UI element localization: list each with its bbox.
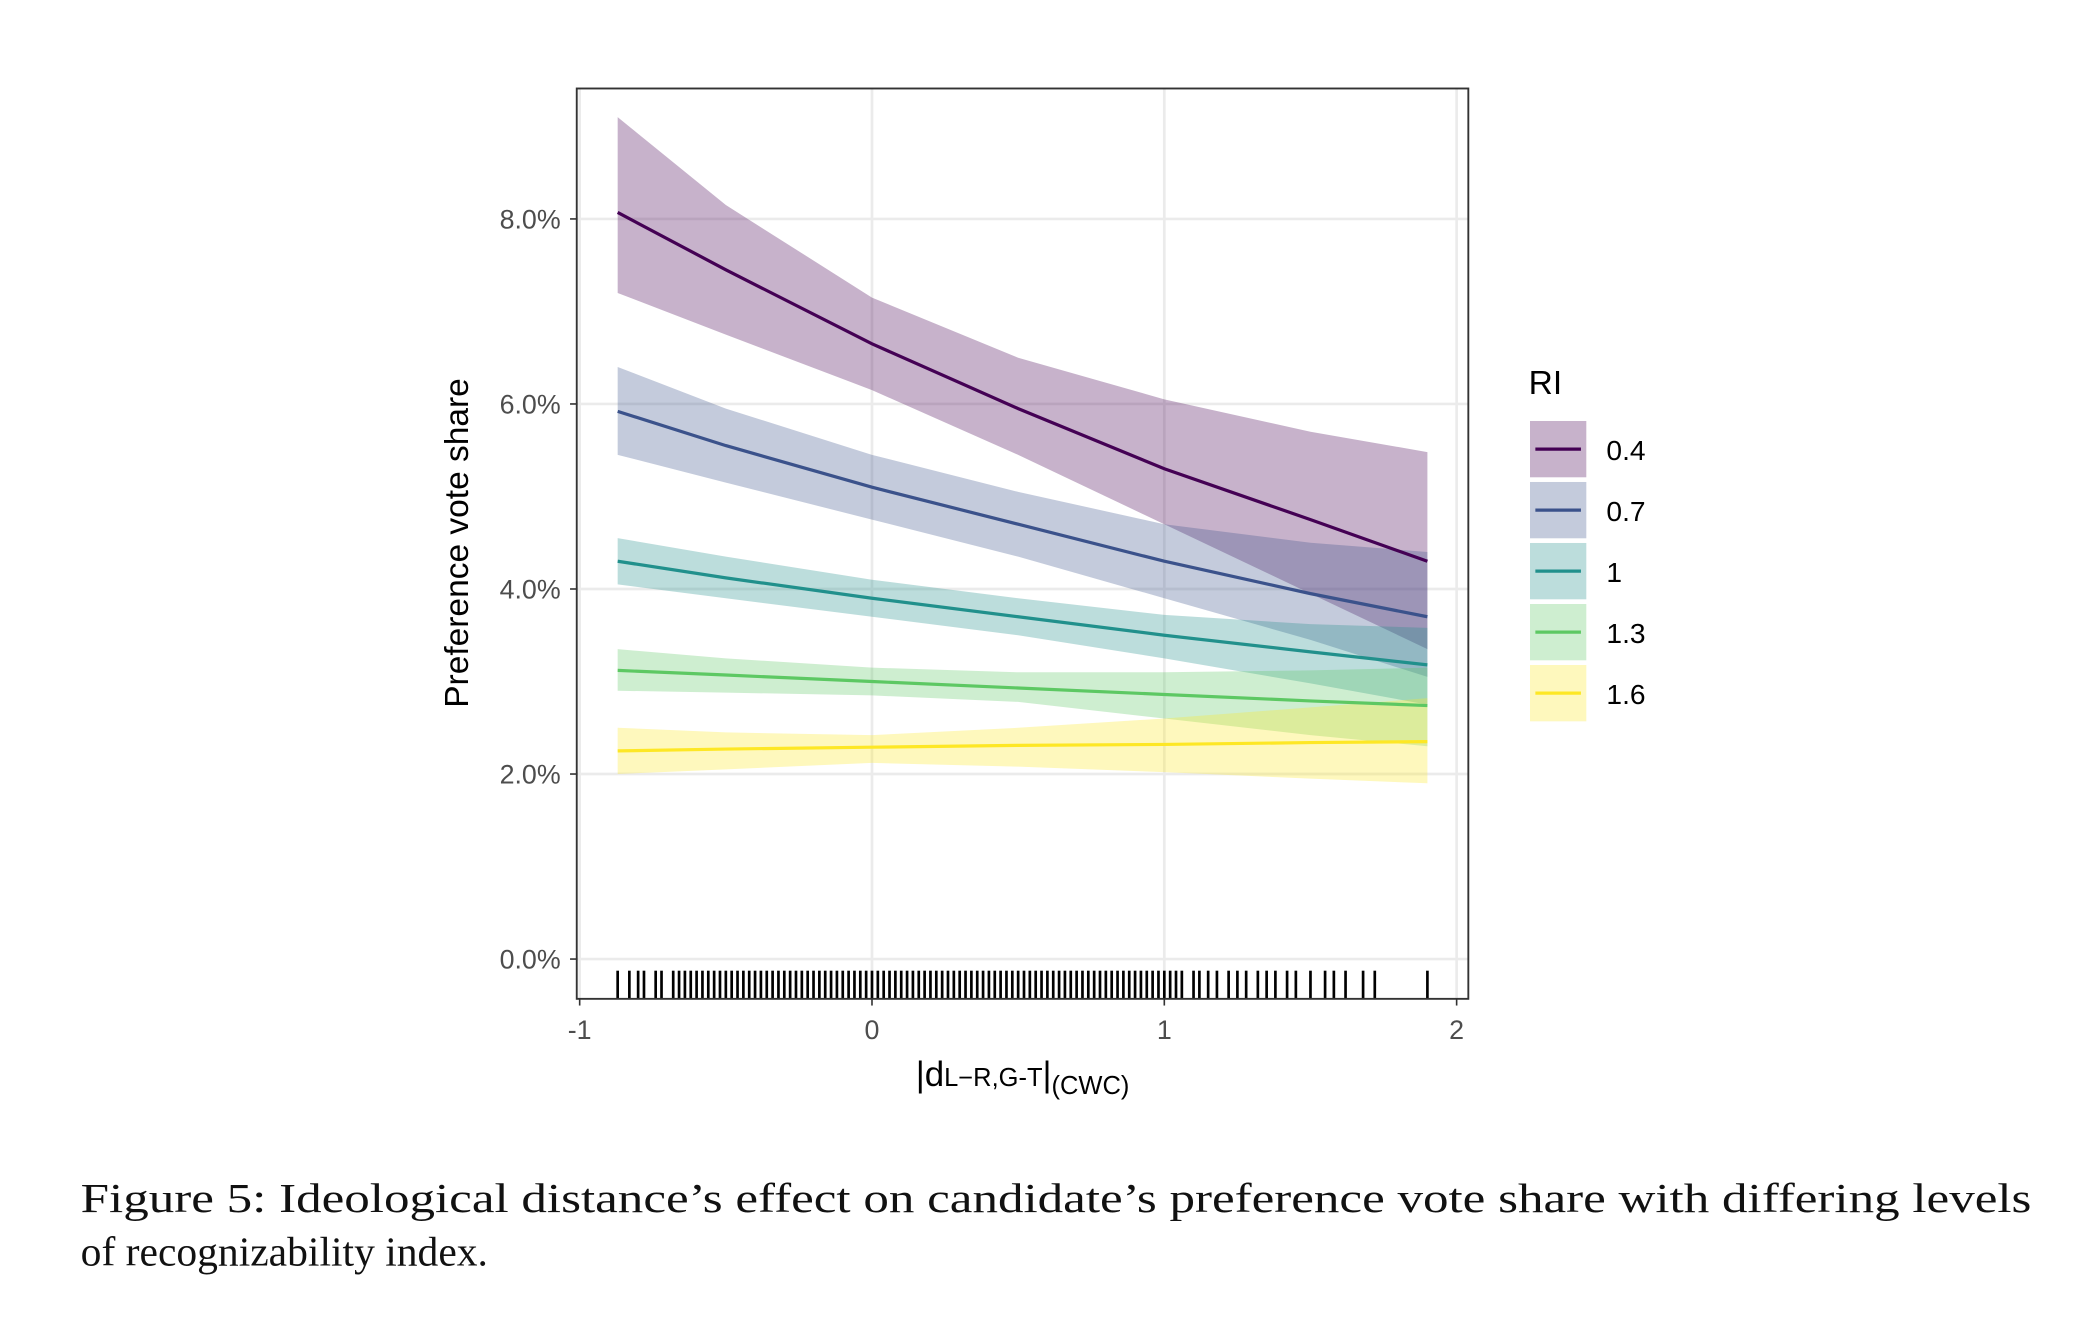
- caption: Figure 5: Ideological distance’s effect …: [81, 1175, 2032, 1221]
- panel: [576, 88, 1469, 999]
- x-axis-title-part: (CWC): [1052, 1072, 1130, 1100]
- y-axis-title: Preference vote share: [439, 378, 476, 708]
- legend-label: 1.3: [1606, 618, 1645, 649]
- legend-title: RI: [1529, 365, 1563, 402]
- legend-label: 1: [1606, 557, 1622, 588]
- y-tick-label: 2.0%: [500, 759, 561, 789]
- legend-label: 0.7: [1606, 496, 1645, 527]
- confidence-band: [617, 538, 1428, 705]
- legend-label: 0.4: [1606, 435, 1645, 466]
- x-axis-title-part: L−R,G-T: [944, 1064, 1042, 1092]
- confidence-band: [617, 366, 1428, 677]
- line: [617, 740, 1428, 753]
- x-axis-title-part: |: [1043, 1055, 1052, 1094]
- line: [617, 559, 1428, 667]
- y-tick-label: 6.0%: [500, 389, 561, 419]
- legend-label: 1.6: [1606, 679, 1645, 710]
- confidence-band: [617, 649, 1428, 747]
- line: [617, 668, 1428, 708]
- panel-border: [575, 87, 1470, 1000]
- x-tick-label: 0: [865, 1015, 880, 1045]
- x-axis-title: |dL−R,G-T|(CWC): [916, 1055, 1130, 1100]
- line: [616, 211, 1428, 563]
- y-tick-label: 8.0%: [500, 204, 561, 234]
- x-tick-label: -1: [568, 1015, 592, 1045]
- confidence-band: [617, 698, 1428, 784]
- x-tick-label: 1: [1157, 1015, 1172, 1045]
- y-tick-label: 0.0%: [500, 944, 561, 974]
- y-tick-label: 4.0%: [500, 574, 561, 604]
- confidence-band: [617, 117, 1428, 650]
- caption: of recognizability index.: [81, 1229, 488, 1275]
- x-tick-label: 2: [1449, 1015, 1464, 1045]
- line: [617, 409, 1428, 619]
- x-axis-title-part: |d: [916, 1055, 944, 1094]
